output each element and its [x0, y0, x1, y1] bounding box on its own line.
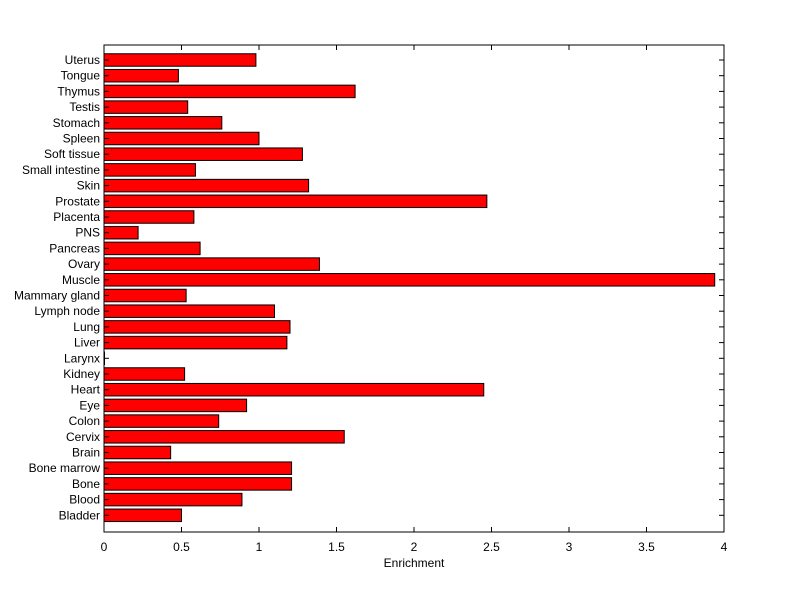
bar — [103, 414, 220, 428]
y-tick-label: Heart — [71, 383, 101, 397]
bar — [103, 430, 345, 444]
bar — [103, 241, 201, 256]
bar — [103, 304, 275, 318]
y-tick-label: Skin — [77, 179, 100, 193]
bar — [103, 210, 195, 224]
x-tick-label: 1.5 — [328, 540, 345, 554]
plot-frame — [103, 44, 725, 533]
y-tick-label: Small intestine — [22, 163, 100, 177]
bar — [103, 131, 260, 146]
y-tick-label: Mammary gland — [14, 289, 100, 303]
x-tick-label: 2.5 — [483, 540, 500, 554]
y-tick-label: Testis — [69, 100, 100, 114]
y-tick-label: Tongue — [61, 69, 101, 83]
bar — [103, 382, 485, 397]
bar — [103, 288, 187, 303]
y-tick-label: PNS — [75, 226, 100, 240]
x-tick-label: 3.5 — [638, 540, 655, 554]
bar — [103, 225, 139, 240]
x-tick-labels: 0 0.5 1 1.5 2 2.5 3 3.5 4 — [101, 540, 728, 554]
y-tick-label: Bladder — [59, 508, 100, 522]
x-tick-label: 4 — [721, 540, 728, 554]
y-tick-label: Eye — [79, 398, 100, 412]
x-tick-label: 1 — [256, 540, 263, 554]
bar — [103, 445, 172, 460]
bar — [103, 84, 356, 99]
y-tick-label: Thymus — [57, 84, 100, 98]
y-tick-label: Colon — [69, 414, 100, 428]
y-tick-label: Ovary — [68, 257, 100, 271]
y-tick-label: Blood — [69, 493, 100, 507]
y-tick-label: Spleen — [63, 132, 100, 146]
y-tick-label: Brain — [72, 446, 100, 460]
y-tick-label: Stomach — [53, 116, 100, 130]
y-tick-label: Placenta — [53, 210, 100, 224]
bar — [103, 100, 189, 114]
y-tick-label: Soft tissue — [44, 147, 100, 161]
ticks-group — [103, 45, 725, 532]
y-tick-label: Larynx — [64, 351, 100, 365]
y-tick-label: Lung — [73, 320, 100, 334]
bar — [103, 194, 488, 209]
y-tick-label: Uterus — [65, 53, 100, 67]
y-tick-label: Lymph node — [34, 304, 100, 318]
bar — [103, 147, 303, 161]
bar — [103, 178, 310, 193]
y-tick-label: Prostate — [55, 194, 100, 208]
bar — [103, 273, 716, 287]
bar — [103, 116, 223, 130]
y-tick-label: Cervix — [66, 430, 100, 444]
bar — [103, 477, 293, 491]
bar — [103, 508, 182, 523]
y-tick-label: Muscle — [62, 273, 100, 287]
bar — [103, 163, 196, 177]
bar — [103, 398, 248, 413]
y-tick-label: Bone marrow — [29, 461, 101, 475]
bar — [103, 257, 320, 271]
x-axis-label: Enrichment — [384, 556, 445, 570]
x-tick-label: 0.5 — [173, 540, 190, 554]
x-tick-label: 3 — [566, 540, 573, 554]
x-tick-label: 2 — [411, 540, 418, 554]
bar — [103, 53, 257, 67]
bar — [103, 367, 186, 381]
y-tick-label: Bone — [72, 477, 100, 491]
bar — [103, 335, 288, 350]
bar — [103, 492, 243, 507]
x-tick-label: 0 — [101, 540, 108, 554]
y-tick-label: Kidney — [63, 367, 100, 381]
bar — [103, 320, 291, 334]
bar — [103, 461, 293, 475]
y-tick-label: Pancreas — [49, 241, 100, 255]
y-tick-label: Liver — [74, 336, 100, 350]
bar — [103, 68, 179, 83]
